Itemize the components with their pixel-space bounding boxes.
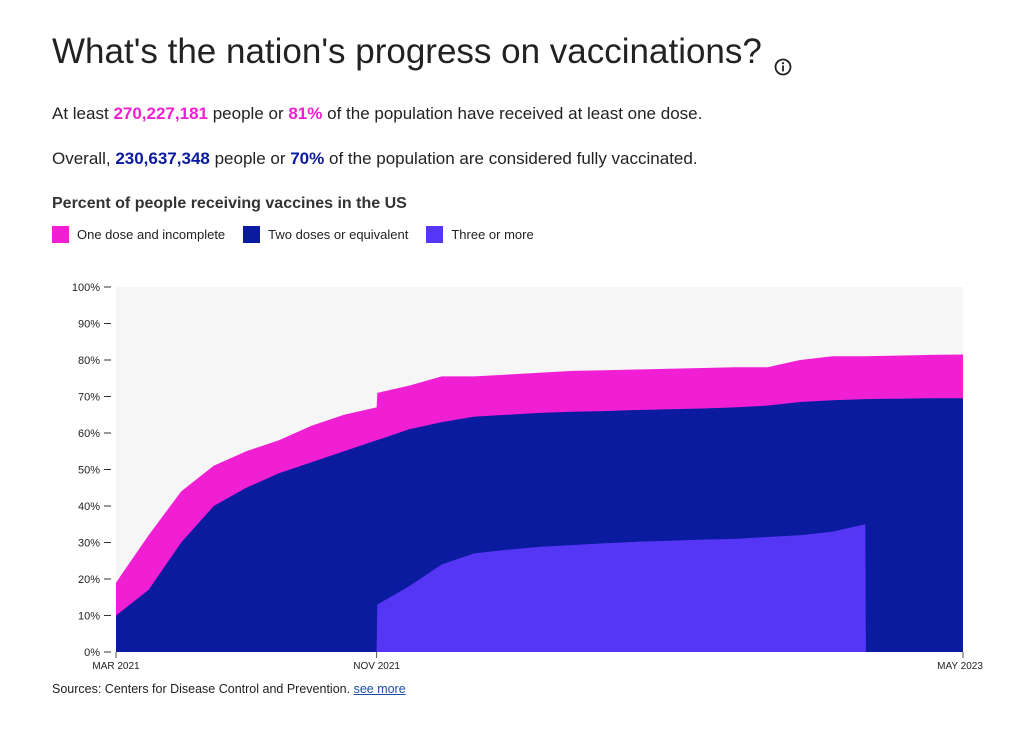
y-tick-label: 30% <box>78 538 100 550</box>
stat-text: Overall, <box>52 149 111 168</box>
y-tick-label: 100% <box>72 282 100 294</box>
legend-item-two-doses: Two doses or equivalent <box>243 226 408 243</box>
one-dose-stat: At least 270,227,181 people or 81% of th… <box>52 104 702 124</box>
series-area-3 <box>376 524 866 652</box>
legend-swatch <box>426 226 444 243</box>
legend-item-three-or-more: Three or more <box>426 226 534 243</box>
stat-text: people or <box>212 104 284 123</box>
legend-item-one-dose: One dose and incomplete <box>52 226 225 243</box>
vaccination-area-chart: 0% 10% 20% 30% 40% 50% 60% 70% 80% 90% 100% MAR 202… <box>72 282 983 672</box>
y-tick-label: 0% <box>84 647 100 659</box>
stat-text: of the population have received at least… <box>327 104 703 123</box>
stat-text: people or <box>214 149 286 168</box>
legend-label: Three or more <box>451 227 534 242</box>
info-circle-icon[interactable] <box>774 45 792 76</box>
y-tick-label: 20% <box>78 574 100 586</box>
x-tick-label: MAR 2021 <box>92 661 140 672</box>
legend-swatch <box>52 226 69 243</box>
source-text: Sources: Centers for Disease Control and… <box>52 682 351 696</box>
one-dose-percent: 81% <box>288 104 323 123</box>
stat-text: of the population are considered fully v… <box>328 149 698 168</box>
y-tick-label: 90% <box>78 319 100 331</box>
one-dose-count: 270,227,181 <box>113 104 208 123</box>
full-percent: 70% <box>290 149 325 168</box>
chart-title: Percent of people receiving vaccines in … <box>52 195 407 212</box>
x-tick-label: NOV 2021 <box>353 661 400 672</box>
y-tick-label: 80% <box>78 355 100 367</box>
page-title-text: What's the nation's progress on vaccinat… <box>52 32 762 71</box>
legend-label: Two doses or equivalent <box>268 227 409 242</box>
y-tick-label: 70% <box>78 392 100 404</box>
full-count: 230,637,348 <box>115 149 210 168</box>
y-tick-label: 40% <box>78 501 100 513</box>
legend-label: One dose and incomplete <box>77 227 226 242</box>
x-tick-label: MAY 2023 <box>937 661 983 672</box>
see-more-link[interactable]: see more <box>353 682 406 696</box>
legend-swatch <box>243 226 261 243</box>
y-tick-label: 10% <box>78 611 100 623</box>
full-vaccinated-stat: Overall, 230,637,348 people or 70% of th… <box>52 149 698 169</box>
chart-legend: One dose and incomplete Two doses or equ… <box>52 226 534 243</box>
page-title: What's the nation's progress on vaccinat… <box>52 32 792 76</box>
y-tick-label: 60% <box>78 428 100 440</box>
source-note: Sources: Centers for Disease Control and… <box>52 682 406 696</box>
y-tick-label: 50% <box>78 465 100 477</box>
stat-text: At least <box>52 104 109 123</box>
